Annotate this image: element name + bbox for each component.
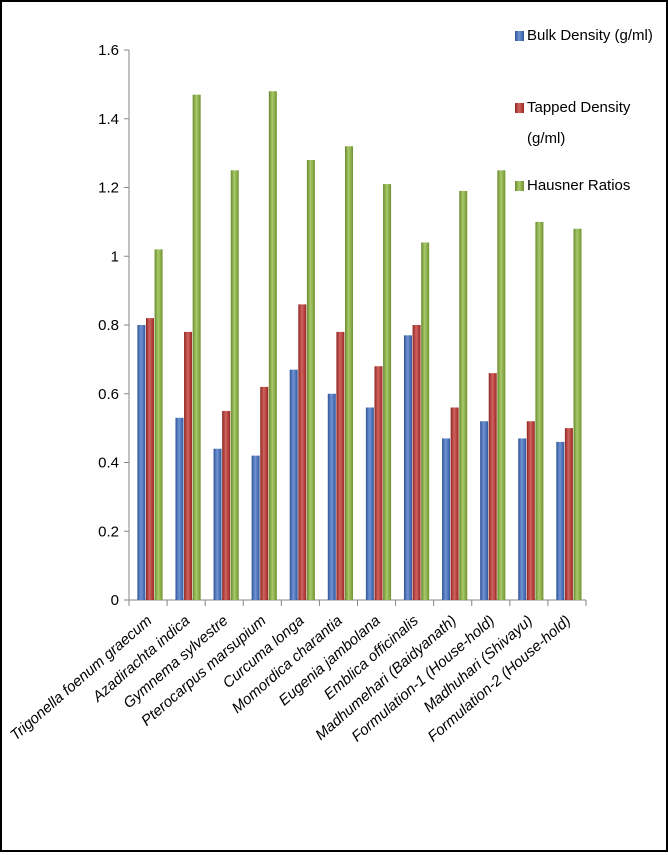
y-tick-label: 1.6	[98, 42, 119, 59]
bar-bulk	[556, 441, 565, 600]
bar-tapped	[184, 331, 193, 600]
legend-swatch	[515, 103, 524, 113]
legend-swatch	[515, 181, 524, 191]
bar-hausner	[192, 94, 201, 600]
bar-tapped	[412, 325, 421, 600]
bar-bulk	[213, 448, 222, 600]
y-tick-label: 0.6	[98, 386, 119, 403]
bar-tapped	[564, 428, 573, 600]
bar-tapped	[145, 318, 154, 600]
bar-hausner	[383, 184, 392, 600]
bar-tapped	[526, 421, 535, 600]
bar-hausner	[268, 91, 277, 600]
bar-tapped	[298, 304, 307, 600]
bar-bulk	[289, 369, 298, 600]
bar-bulk	[442, 438, 451, 600]
bar-bulk	[327, 393, 336, 600]
legend-label: (g/ml)	[527, 130, 565, 147]
bar-hausner	[535, 221, 544, 600]
bar-tapped	[222, 410, 231, 600]
bar-hausner	[306, 160, 315, 600]
bar-hausner	[459, 190, 468, 600]
bar-tapped	[488, 373, 497, 600]
y-tick-label: 1.4	[98, 111, 119, 128]
bar-tapped	[450, 407, 459, 600]
y-tick-label: 0.8	[98, 317, 119, 334]
y-tick-label: 1.2	[98, 180, 119, 197]
y-tick-label: 0	[111, 592, 119, 609]
legend-label: Hausner Ratios	[527, 177, 630, 194]
bars	[137, 91, 582, 600]
bar-hausner	[154, 249, 163, 600]
bar-hausner	[573, 228, 582, 600]
bar-hausner	[230, 170, 239, 600]
bar-bulk	[137, 325, 146, 600]
bar-hausner	[497, 170, 506, 600]
y-tick-label: 0.4	[98, 455, 119, 472]
axes: 0 0.2 0.4 0.6 0.8 1 1.2 1.4 1.6	[98, 42, 587, 609]
bar-hausner	[344, 146, 353, 600]
legend-label: Tapped Density	[527, 99, 631, 116]
bar-bulk	[175, 417, 184, 600]
bar-bulk	[403, 335, 412, 600]
y-tick-label: 0.2	[98, 523, 119, 540]
x-tick-label: Trigonella foenum graecum	[7, 612, 155, 744]
y-tick-label: 1	[111, 248, 119, 265]
legend-label: Bulk Density (g/ml)	[527, 27, 653, 44]
bar-bulk	[251, 455, 260, 600]
bar-tapped	[374, 366, 383, 600]
bar-bulk	[480, 421, 489, 600]
bar-bulk	[365, 407, 374, 600]
bar-tapped	[260, 386, 269, 600]
legend-swatch	[515, 31, 524, 41]
bar-hausner	[421, 242, 430, 600]
bar-bulk	[518, 438, 527, 600]
legend: Bulk Density (g/ml) Tapped Density (g/ml) H…	[515, 27, 653, 194]
bar-tapped	[336, 331, 345, 600]
